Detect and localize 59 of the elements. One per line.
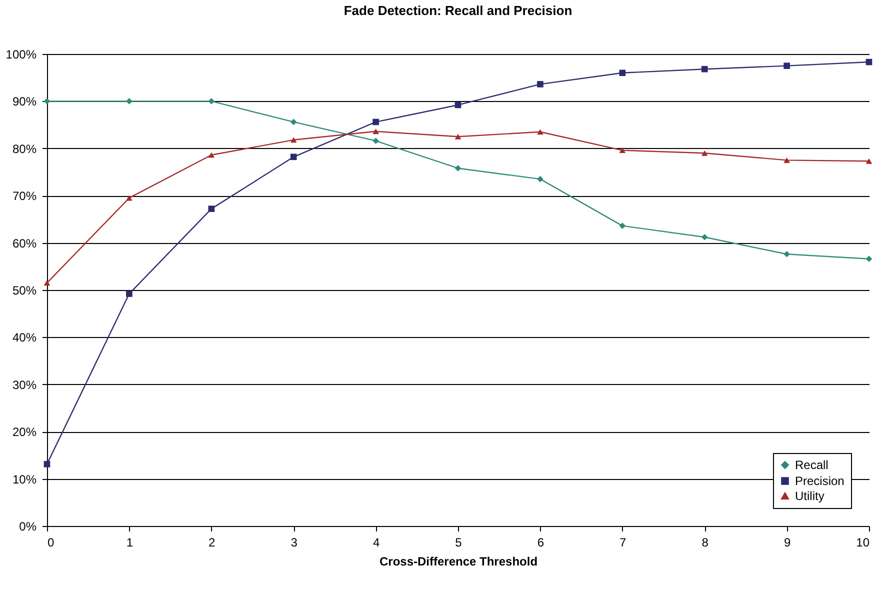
x-tick-label: 3 <box>290 536 298 550</box>
point <box>619 70 626 76</box>
point <box>866 58 872 66</box>
y-tick-label: 90% <box>12 94 37 109</box>
point <box>372 128 379 134</box>
point <box>784 157 790 163</box>
point <box>866 158 872 164</box>
point <box>208 98 215 104</box>
point <box>126 195 132 201</box>
x-tick-label: 10 <box>856 536 870 550</box>
point <box>454 134 462 140</box>
point <box>701 234 708 240</box>
point <box>44 461 50 468</box>
y-tick-label: 50% <box>12 284 37 298</box>
y-tick-label: 70% <box>12 189 37 204</box>
y-tick-label: 60% <box>12 236 37 250</box>
point <box>372 138 379 144</box>
point <box>44 280 50 286</box>
x-tick-label: 8 <box>702 536 709 550</box>
point <box>454 165 462 172</box>
y-tick-label: 10% <box>12 472 37 486</box>
point <box>784 62 790 69</box>
chart-title: Fade Detection: Recall and Precision <box>344 3 572 18</box>
y-tick-label: 100% <box>6 48 37 62</box>
x-tick-label: 9 <box>784 536 791 550</box>
point <box>619 148 626 154</box>
x-tick-label: 6 <box>537 536 544 550</box>
x-tick-label: 5 <box>455 536 462 550</box>
x-tick-label: 7 <box>620 536 627 550</box>
legend-label: Recall <box>795 458 828 472</box>
point <box>537 81 544 88</box>
point <box>208 206 215 212</box>
point <box>701 150 708 156</box>
point <box>537 176 544 182</box>
y-tick-label: 30% <box>12 378 37 392</box>
y-tick-label: 40% <box>12 330 37 345</box>
x-axis-title: Cross-Difference Threshold <box>379 554 538 568</box>
x-tick-label: 4 <box>372 536 380 550</box>
point <box>126 290 132 297</box>
x-tick-label: 0 <box>48 536 54 550</box>
point <box>290 118 297 126</box>
point <box>619 222 626 229</box>
y-tick-label: 0% <box>19 520 37 534</box>
point <box>784 250 790 258</box>
point <box>454 102 462 108</box>
legend-label: Utility <box>795 489 824 503</box>
x-tick-label: 2 <box>208 536 216 550</box>
point <box>866 256 872 262</box>
point <box>701 66 708 72</box>
legend-label: Precision <box>795 474 844 488</box>
point <box>537 129 544 135</box>
point <box>290 137 297 143</box>
point <box>372 118 379 126</box>
point <box>208 152 215 158</box>
y-tick-label: 80% <box>12 142 37 156</box>
point <box>290 154 297 160</box>
y-tick-label: 20% <box>12 425 37 440</box>
x-tick-label: 1 <box>126 536 134 550</box>
point <box>126 98 132 104</box>
